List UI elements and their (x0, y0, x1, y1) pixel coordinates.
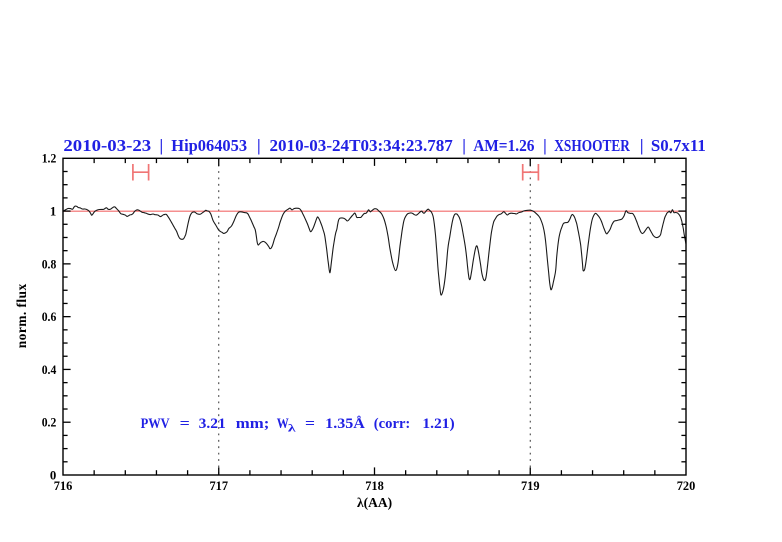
svg-text:λ: λ (288, 423, 297, 435)
svg-text:0.8: 0.8 (42, 257, 57, 271)
svg-text:716: 716 (54, 479, 73, 493)
svg-text:1.21): 1.21) (422, 415, 454, 432)
svg-text:|: | (462, 136, 466, 155)
svg-text:AM=1.26: AM=1.26 (473, 136, 534, 155)
svg-text:0.4: 0.4 (42, 363, 57, 377)
svg-text:norm. flux: norm. flux (14, 284, 29, 349)
svg-text:717: 717 (209, 479, 228, 493)
svg-text:718: 718 (365, 479, 384, 493)
svg-text:λ(AA): λ(AA) (357, 495, 392, 510)
svg-text:1.35Å: 1.35Å (325, 415, 365, 432)
svg-text:(corr:: (corr: (374, 415, 411, 432)
svg-text:|: | (640, 136, 644, 155)
svg-text:2010-03-24T03:34:23.787: 2010-03-24T03:34:23.787 (270, 136, 453, 155)
svg-text:W: W (277, 415, 289, 432)
svg-text:3.21: 3.21 (199, 415, 226, 432)
svg-text:=: = (305, 415, 315, 432)
svg-text:1.2: 1.2 (42, 152, 57, 166)
svg-text:2010-03-23: 2010-03-23 (63, 136, 151, 155)
svg-text:0: 0 (50, 468, 56, 482)
svg-text:Hip064053: Hip064053 (171, 136, 247, 155)
svg-text:|: | (257, 136, 261, 155)
svg-text:0.2: 0.2 (42, 416, 57, 430)
svg-text:720: 720 (677, 479, 696, 493)
svg-text:|: | (543, 136, 547, 155)
svg-text:S0.7x11: S0.7x11 (651, 136, 706, 155)
svg-text:=: = (180, 415, 190, 432)
svg-text:PWV: PWV (141, 415, 170, 432)
svg-text:XSHOOTER: XSHOOTER (554, 136, 630, 155)
svg-text:0.6: 0.6 (42, 310, 57, 324)
svg-text:mm;: mm; (236, 415, 269, 432)
svg-text:1: 1 (50, 205, 56, 219)
svg-text:719: 719 (521, 479, 540, 493)
svg-text:|: | (159, 136, 163, 155)
